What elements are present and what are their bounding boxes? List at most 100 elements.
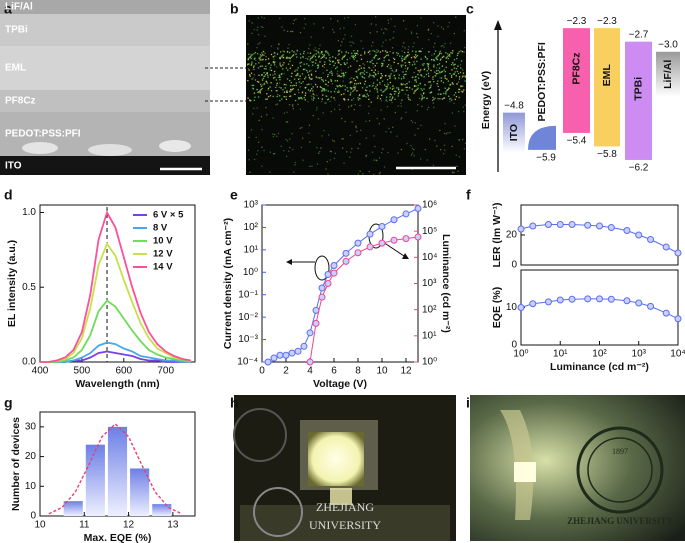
dot	[448, 87, 450, 89]
dot	[329, 150, 331, 153]
x-axis-title: Wavelength (nm)	[75, 378, 159, 390]
data-point	[276, 351, 284, 359]
dot	[460, 50, 462, 52]
dot	[369, 85, 371, 87]
dot	[350, 92, 352, 94]
dot	[462, 69, 464, 71]
dot	[445, 57, 447, 59]
layer-label: PEDOT:PSS:PFI	[5, 129, 81, 140]
dot	[445, 52, 447, 54]
dot	[413, 148, 415, 151]
dot	[356, 75, 358, 78]
dot	[332, 61, 334, 63]
dot	[381, 63, 383, 65]
dot	[285, 57, 288, 59]
dot	[322, 79, 324, 81]
dot	[421, 47, 423, 50]
dot	[434, 71, 436, 74]
dot	[253, 74, 255, 76]
dot	[354, 52, 356, 55]
dot	[280, 87, 282, 89]
dot	[333, 108, 336, 111]
dot	[290, 81, 292, 84]
dot	[333, 90, 336, 93]
dot	[373, 135, 375, 137]
dot	[363, 64, 366, 66]
dot	[322, 55, 325, 57]
dot	[273, 58, 275, 60]
dot	[258, 62, 260, 64]
dot	[386, 106, 389, 108]
data-point	[300, 342, 308, 350]
dot	[392, 87, 394, 89]
dot	[303, 63, 305, 65]
data-point	[366, 243, 374, 251]
dot	[453, 64, 455, 66]
dot	[402, 64, 404, 66]
dot	[280, 73, 283, 76]
dot	[387, 19, 389, 21]
dot	[333, 31, 335, 33]
dot	[349, 156, 351, 158]
dot	[361, 75, 363, 78]
dot	[340, 75, 343, 78]
dot	[386, 87, 388, 89]
dot	[268, 95, 270, 98]
dot	[369, 67, 371, 70]
dot	[277, 48, 279, 50]
dot	[349, 57, 351, 59]
dot	[257, 26, 259, 28]
dot	[272, 56, 274, 58]
x-tick-label: 12	[123, 520, 135, 531]
dot	[408, 46, 410, 48]
y-tick-label: 10	[25, 481, 37, 492]
data-point	[607, 224, 615, 231]
dot	[430, 91, 433, 93]
dot	[454, 92, 457, 94]
dot	[327, 98, 330, 100]
dot	[280, 145, 282, 147]
dot	[261, 79, 264, 81]
dot	[458, 88, 460, 91]
dot	[290, 75, 293, 78]
dot	[456, 70, 459, 73]
dot	[286, 121, 289, 123]
dot	[394, 90, 397, 93]
dot	[444, 149, 446, 151]
dot	[444, 77, 446, 79]
dot	[279, 62, 281, 64]
dot	[401, 50, 403, 52]
dot	[393, 71, 395, 73]
dot	[381, 28, 383, 31]
dot	[310, 83, 312, 85]
data-point	[312, 319, 320, 327]
dot	[258, 91, 260, 93]
dot	[247, 63, 249, 65]
data-line	[40, 242, 191, 363]
dot	[375, 54, 377, 57]
dot	[389, 81, 392, 84]
dot	[263, 54, 265, 56]
y2-tick-label: 10³	[422, 278, 437, 289]
dot	[409, 99, 411, 101]
dot	[312, 99, 314, 101]
dot	[263, 83, 265, 85]
dot	[330, 110, 332, 113]
dot	[443, 132, 446, 135]
dot	[436, 67, 438, 69]
dot	[317, 52, 320, 54]
dot	[330, 70, 332, 73]
dot	[303, 50, 305, 53]
dot	[464, 75, 466, 77]
dot	[410, 32, 413, 35]
dot	[406, 89, 408, 91]
dot	[439, 98, 441, 100]
dot	[396, 135, 398, 137]
dot	[350, 35, 353, 37]
dot	[400, 66, 403, 68]
dot	[450, 83, 452, 85]
dot	[248, 57, 250, 59]
dot	[276, 103, 278, 105]
dot	[457, 65, 459, 67]
panel-label: b	[230, 1, 239, 17]
